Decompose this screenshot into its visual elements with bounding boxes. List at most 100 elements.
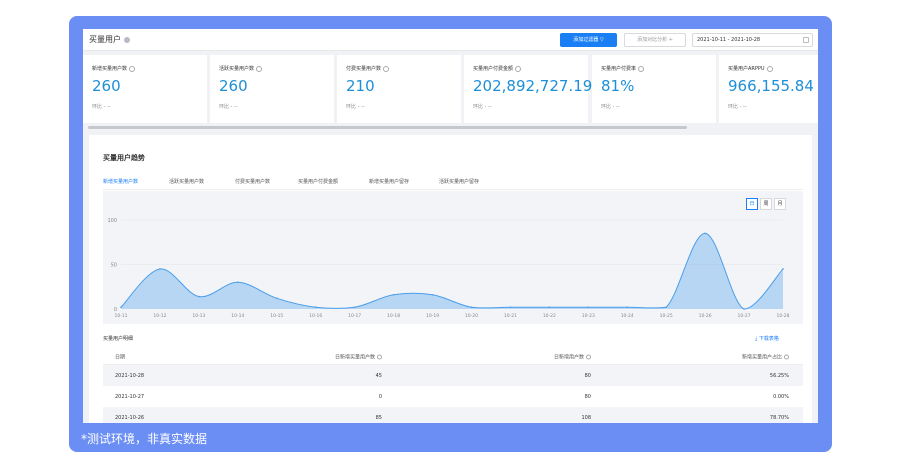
add-compare-label: 添加对比分析 [637, 37, 668, 43]
filter-icon: ▽ [599, 37, 604, 43]
metric-label-text: 活跃买量用户数 [219, 66, 255, 72]
x-tick-label: 10-13 [192, 313, 205, 319]
column-header-new-users[interactable]: 日新增用户数 [554, 353, 591, 360]
metric-label-text: 买量用户ARPPU [728, 66, 765, 72]
cell-ratio: 78.70% [769, 414, 789, 421]
metric-compare: 环比 - -- [92, 104, 111, 110]
series-area [121, 233, 783, 309]
data-point [665, 306, 667, 309]
x-tick-label: 10-18 [387, 313, 400, 319]
x-tick-label: 10-15 [270, 313, 283, 319]
table-row: 2021-10-28 45 80 56.25% [103, 365, 803, 386]
granularity-week-button[interactable]: 周 [760, 198, 772, 210]
question-icon[interactable] [586, 354, 591, 359]
page-title: 买量用户 [89, 34, 130, 45]
detail-title: 买量用户明细 [103, 336, 134, 342]
add-compare-button[interactable]: 添加对比分析 + [624, 33, 686, 47]
granularity-month-button[interactable]: 月 [774, 198, 786, 210]
x-tick-label: 10-19 [426, 313, 439, 319]
metric-card: 活跃买量用户数 260 环比 - -- [210, 55, 334, 123]
metric-cards: 新增买量用户数 260 环比 - -- 活跃买量用户数 260 环比 - -- … [83, 55, 818, 123]
table-row: 2021-10-27 0 80 0.00% [103, 386, 803, 407]
tab-active-users[interactable]: 活跃买量用户数 [169, 179, 205, 185]
metric-label-text: 新增买量用户数 [92, 66, 128, 72]
metric-card: 新增买量用户数 260 环比 - -- [83, 55, 207, 123]
question-icon[interactable] [377, 354, 382, 359]
x-tick-label: 10-23 [582, 313, 595, 319]
plus-icon: + [668, 37, 673, 43]
cell-new-buy-users: 45 [375, 372, 382, 379]
page-header: 买量用户 添加过滤器 ▽ 添加对比分析 + 2021-10-11 - 2021-… [83, 29, 818, 51]
question-icon[interactable] [784, 354, 789, 359]
metric-value: 966,155.84 [728, 77, 814, 95]
cell-date: 2021-10-26 [115, 414, 145, 421]
cell-ratio: 0.00% [773, 393, 789, 400]
metric-compare: 环比 - -- [728, 104, 747, 110]
question-icon[interactable] [129, 65, 136, 72]
column-header-ratio[interactable]: 新增买量用户占比 [742, 353, 789, 360]
data-point [237, 281, 239, 284]
question-icon[interactable] [256, 65, 263, 72]
data-point [782, 268, 784, 270]
tab-active-retention[interactable]: 活跃买量用户留存 [439, 179, 480, 185]
metric-value: 260 [219, 77, 248, 95]
detail-table: 日期 日新增买量用户数 日新增用户数 新增买量用户占比 2021-10-28 4… [103, 349, 803, 423]
data-point [626, 306, 629, 309]
data-point [392, 293, 395, 296]
table-row: 2021-10-26 85 108 78.70% [103, 407, 803, 423]
date-range-picker[interactable]: 2021-10-11 - 2021-10-28 [692, 33, 813, 47]
add-filter-button[interactable]: 添加过滤器 ▽ [560, 33, 617, 47]
question-icon[interactable] [766, 65, 773, 72]
download-icon: ⤓ [755, 336, 758, 342]
x-tick-label: 10-27 [738, 313, 751, 319]
column-header-date: 日期 [115, 353, 125, 360]
cell-new-users: 80 [584, 393, 591, 400]
x-tick-label: 10-28 [776, 313, 789, 319]
column-header-text: 日期 [115, 354, 126, 360]
metric-label: 活跃买量用户数 [219, 65, 263, 72]
metric-value: 260 [92, 77, 121, 95]
trend-chart: 0 50 100 10-11 10-12 10-13 10-14 10-15 10-16 10-1… [103, 191, 803, 324]
metric-label: 买量用户付费金额 [473, 65, 522, 72]
data-point [704, 232, 706, 235]
tab-new-retention[interactable]: 新增买量用户留存 [369, 179, 410, 185]
data-point [198, 295, 200, 298]
metric-value: 202,892,727.19 [473, 77, 593, 95]
cell-new-users: 108 [581, 414, 591, 421]
y-tick-label: 50 [111, 263, 117, 269]
cell-ratio: 56.25% [769, 372, 789, 379]
x-tick-label: 10-25 [660, 313, 673, 319]
x-tick-label: 10-12 [153, 313, 166, 319]
add-filter-label: 添加过滤器 [573, 37, 599, 43]
column-header-text: 日新增用户数 [553, 354, 584, 360]
data-point [587, 306, 590, 309]
date-range-value: 2021-10-11 - 2021-10-28 [697, 37, 761, 43]
download-label: 下载表格 [758, 336, 779, 342]
metric-label-text: 买量用户付费率 [601, 66, 637, 72]
x-tick-label: 10-21 [504, 313, 517, 319]
data-point [275, 297, 278, 300]
tab-new-users[interactable]: 新增买量用户数 [103, 179, 139, 185]
x-tick-label: 10-17 [348, 313, 361, 319]
tab-payment-amount[interactable]: 买量用户付费金额 [298, 179, 339, 185]
granularity-day-button[interactable]: 日 [746, 198, 758, 210]
info-icon[interactable] [124, 36, 130, 43]
column-header-new-buy-users[interactable]: 日新增买量用户数 [335, 353, 382, 360]
question-icon[interactable] [638, 65, 645, 72]
horizontal-scrollbar[interactable] [88, 126, 687, 129]
calendar-icon [803, 37, 809, 43]
y-tick-label: 100 [107, 218, 117, 224]
question-icon[interactable] [515, 65, 522, 72]
question-icon[interactable] [383, 65, 390, 72]
metric-card: 付费买量用户数 210 环比 - -- [337, 55, 461, 123]
data-point [509, 306, 512, 309]
x-tick-label: 10-11 [114, 313, 127, 319]
metric-label: 买量用户ARPPU [728, 65, 773, 72]
metric-label-text: 付费买量用户数 [346, 66, 382, 72]
download-table-link[interactable]: ⤓ 下载表格 [755, 335, 779, 342]
tab-paying-users[interactable]: 付费买量用户数 [235, 179, 271, 185]
page-title-text: 买量用户 [89, 35, 121, 44]
metric-value: 210 [346, 77, 375, 95]
cell-new-buy-users: 0 [378, 393, 382, 400]
column-header-text: 新增买量用户占比 [741, 354, 782, 360]
